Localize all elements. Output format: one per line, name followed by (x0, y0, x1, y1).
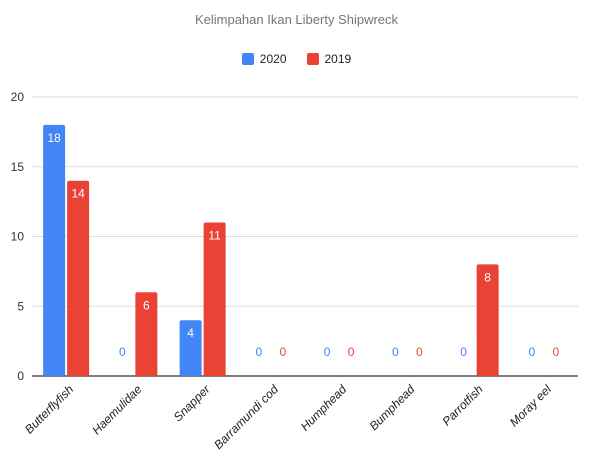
data-label: 4 (187, 326, 194, 340)
data-label: 0 (119, 345, 126, 359)
y-tick-label: 15 (11, 160, 25, 174)
data-label: 0 (460, 345, 467, 359)
x-tick-label: Barramundi cod (211, 382, 281, 452)
y-tick-label: 10 (11, 230, 25, 244)
legend-swatch-2020 (241, 53, 254, 65)
x-tick-label: Snapper (171, 382, 214, 425)
data-label: 0 (529, 345, 536, 359)
bar-2019-snapper[interactable] (203, 222, 226, 376)
legend: 2020 2019 (0, 52, 593, 66)
data-label: 0 (392, 345, 399, 359)
data-label: 11 (208, 229, 221, 243)
x-tick-label: Humphead (298, 382, 350, 434)
data-label: 0 (416, 345, 423, 359)
y-tick-label: 20 (11, 90, 25, 104)
x-tick-label: Moray eel (507, 382, 554, 429)
data-label: 0 (348, 345, 355, 359)
data-label: 18 (47, 131, 61, 145)
x-tick-label: Bumphead (367, 382, 418, 433)
data-label: 0 (280, 345, 287, 359)
y-tick-label: 5 (17, 299, 24, 313)
legend-label-2020: 2020 (259, 52, 287, 66)
data-label: 8 (484, 270, 491, 284)
data-label: 0 (553, 345, 560, 359)
bar-2019-butterflyfish[interactable] (67, 180, 90, 376)
y-tick-label: 0 (17, 369, 24, 383)
bar-2020-snapper[interactable] (179, 320, 202, 376)
data-label: 0 (256, 345, 263, 359)
legend-swatch-2019 (306, 53, 319, 65)
x-tick-label: Butterflyfish (22, 382, 76, 436)
legend-entry-2019[interactable]: 2019 (306, 52, 352, 66)
bar-2020-butterflyfish[interactable] (43, 124, 66, 377)
x-tick-label: Parrotfish (440, 382, 486, 428)
chart-title: Kelimpahan Ikan Liberty Shipwreck (194, 12, 399, 27)
x-tick-label: Haemulidae (89, 382, 144, 437)
data-label: 6 (143, 298, 150, 312)
bar-2019-haemulidae[interactable] (135, 292, 158, 376)
bar-2019-parrotfish[interactable] (476, 264, 499, 376)
legend-label-2019: 2019 (324, 52, 352, 66)
data-label: 14 (71, 187, 85, 201)
legend-entry-2020[interactable]: 2020 (241, 52, 287, 66)
data-label: 0 (324, 345, 331, 359)
